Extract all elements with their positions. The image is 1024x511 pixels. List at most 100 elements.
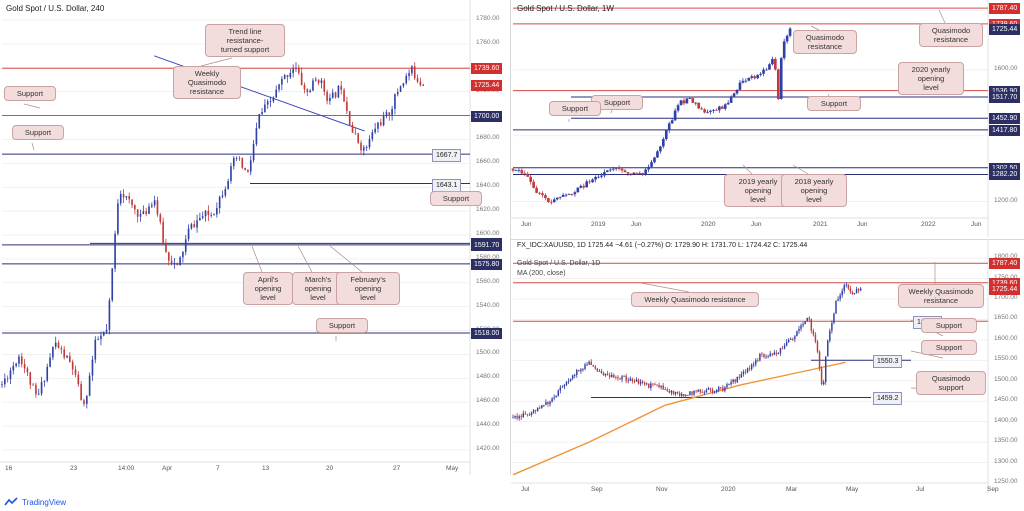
annotation-callout[interactable]: Support [807, 96, 861, 111]
candle [691, 391, 693, 397]
candle [771, 352, 773, 357]
candle [529, 174, 533, 185]
candle [88, 372, 91, 397]
candle [190, 222, 193, 230]
annotation-callout[interactable]: 2019 yearly opening level [724, 174, 792, 207]
annotation-callout[interactable]: 2018 yearly opening level [781, 174, 847, 207]
candle [85, 395, 88, 409]
candle [761, 351, 763, 358]
candle [586, 362, 588, 366]
price-tag: 1459.2 [873, 392, 903, 406]
candle [617, 375, 619, 381]
candle [156, 196, 159, 217]
candle [196, 214, 198, 233]
ma-200-line[interactable] [512, 361, 846, 476]
annotation-callout[interactable]: March's opening level [292, 272, 344, 305]
candle [650, 381, 652, 391]
annotation-callout[interactable]: Support [4, 86, 56, 101]
candle [626, 172, 630, 177]
candle [627, 377, 629, 384]
candle [606, 169, 609, 173]
annotation-callout[interactable]: April's opening level [243, 272, 293, 305]
tradingview-logo-icon [4, 497, 18, 506]
daily-chart-panel[interactable]: FX_IDC:XAUUSD, 1D 1725.44 −4.61 (−0.27%)… [511, 239, 1024, 496]
candle [776, 68, 780, 101]
annotation-callout[interactable]: Support [921, 340, 977, 355]
candle [682, 98, 686, 106]
candle [535, 185, 538, 194]
candle [176, 262, 179, 266]
annotation-pointer [31, 142, 35, 151]
annotation-pointer [329, 245, 363, 273]
weekly-chart-panel[interactable]: Gold Spot / U.S. Dollar, 1W 1600.001400.… [511, 0, 1024, 237]
annotation-callout[interactable]: Support [921, 318, 977, 333]
candle [1, 381, 3, 388]
candle [221, 190, 224, 199]
candle [652, 383, 654, 387]
time-axis-label: Sep [591, 486, 603, 493]
annotation-callout[interactable]: Weekly Quasimodo resistance [631, 292, 759, 307]
annotation-callout[interactable]: Support [12, 125, 64, 140]
h4-chart-canvas[interactable] [0, 0, 510, 475]
candle [218, 195, 221, 214]
daily-chart-canvas[interactable] [511, 240, 1024, 496]
candle [314, 76, 317, 82]
candle [775, 350, 778, 357]
price-tag: 1302.50 [989, 162, 1021, 174]
candle [699, 388, 701, 395]
annotation-callout[interactable]: Support [549, 101, 601, 116]
annotation-callout[interactable]: 2020 yearly opening level [898, 62, 964, 95]
candle [394, 93, 396, 115]
annotation-callout[interactable]: Quasimodo resistance [793, 30, 857, 54]
price-tag: 1591.70 [471, 239, 503, 251]
candle [853, 292, 856, 295]
time-axis-label: Jul [521, 486, 530, 493]
candle [255, 122, 258, 147]
candle [337, 85, 340, 99]
candle [567, 193, 571, 195]
annotation-callout[interactable]: Quasimodo resistance [919, 23, 983, 47]
annotation-callout[interactable]: Weekly Quasimodo resistance [898, 284, 984, 308]
candle [782, 38, 786, 61]
candle [604, 373, 607, 377]
annotation-callout[interactable]: Trend line resistance- turned support [205, 24, 285, 57]
candle [765, 67, 768, 71]
annotation-callout[interactable]: Support [316, 318, 368, 333]
candle [179, 255, 181, 266]
annotation-callout[interactable]: Support [430, 191, 482, 206]
candle [639, 379, 642, 386]
annotation-callout[interactable]: February's opening level [336, 272, 400, 305]
candle [701, 389, 704, 393]
weekly-chart-canvas[interactable] [511, 0, 1024, 237]
price-axis-label: 1600.00 [476, 230, 500, 237]
candle [385, 109, 388, 119]
candle [517, 167, 521, 173]
h4-chart-panel[interactable]: Gold Spot / U.S. Dollar, 240 1780.00 1760… [0, 0, 511, 475]
candle [851, 290, 854, 296]
annotation-callout[interactable]: Weekly Quasimodo resistance [173, 66, 241, 99]
candle [798, 325, 800, 334]
tradingview-logo[interactable]: TradingView [4, 497, 66, 507]
candle [49, 353, 51, 368]
annotation-callout[interactable]: Quasimodo support [916, 371, 986, 395]
candle [689, 390, 691, 396]
candle [635, 377, 638, 382]
candle [346, 96, 348, 114]
candle [802, 322, 804, 328]
candle [320, 77, 323, 89]
candle [571, 374, 574, 380]
candle [108, 298, 111, 335]
candle [266, 99, 269, 109]
candle [763, 353, 765, 359]
candle [808, 316, 811, 322]
time-axis-label: Jun [521, 221, 532, 228]
annotation-pointer [810, 25, 820, 31]
price-tag: 1517.70 [989, 91, 1021, 103]
annotation-callout[interactable]: Support [591, 95, 643, 110]
candle [292, 64, 294, 78]
candle [765, 354, 767, 360]
candle [741, 78, 745, 84]
candle [592, 364, 594, 367]
candle [182, 251, 184, 263]
